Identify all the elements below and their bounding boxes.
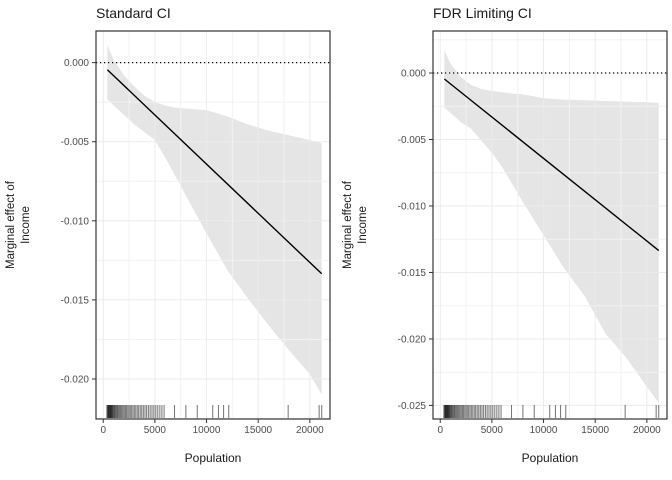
y-tick-label: -0.015: [398, 268, 427, 279]
x-tick-label: 20000: [296, 425, 324, 436]
facet-title: Standard CI: [96, 5, 171, 21]
y-tick-label: -0.010: [398, 201, 427, 212]
x-tick-label: 20000: [633, 425, 661, 436]
y-tick-label: 0.000: [401, 69, 426, 80]
y-tick-label: -0.020: [61, 374, 90, 385]
x-tick-label: 15000: [244, 425, 272, 436]
panel-border: [432, 30, 668, 420]
chart-canvas: 0 5000 10000 15000 20000 0.000 -0.005 -0.010 -0.…: [398, 30, 668, 436]
y-tick-label: -0.010: [61, 216, 90, 227]
x-tick-label: 5000: [144, 425, 167, 436]
y-tick-label: -0.005: [398, 135, 427, 146]
estimate-line: [106, 69, 323, 275]
confidence-ribbon: [444, 50, 659, 403]
x-tick-label: 10000: [193, 425, 221, 436]
facet-title: FDR Limiting CI: [433, 5, 532, 21]
y-tick-label: -0.005: [61, 137, 90, 148]
facet-standard-ci: Standard CI Marginal effect of Income Po…: [5, 5, 331, 465]
y-tick-label: -0.025: [398, 401, 427, 412]
y-tick-label: -0.020: [398, 334, 427, 345]
panel-border: [95, 30, 331, 420]
y-tick-label: -0.015: [61, 295, 90, 306]
x-tick-label: 0: [100, 425, 106, 436]
x-tick-label: 10000: [530, 425, 558, 436]
y-tick-label: 0.000: [64, 58, 89, 69]
confidence-ribbon: [107, 45, 322, 395]
chart-canvas: 0 5000 10000 15000 20000 0.000 -0.005 -0.010 -0.…: [61, 30, 331, 436]
x-tick-label: 15000: [581, 425, 609, 436]
facet-fdr-limiting-ci: FDR Limiting CI Marginal effect of Incom…: [336, 0, 672, 480]
estimate-line: [443, 78, 660, 252]
x-tick-label: 0: [437, 425, 443, 436]
x-tick-label: 5000: [481, 425, 504, 436]
x-axis-label: Population: [521, 451, 579, 465]
x-axis-label: Population: [184, 451, 242, 465]
